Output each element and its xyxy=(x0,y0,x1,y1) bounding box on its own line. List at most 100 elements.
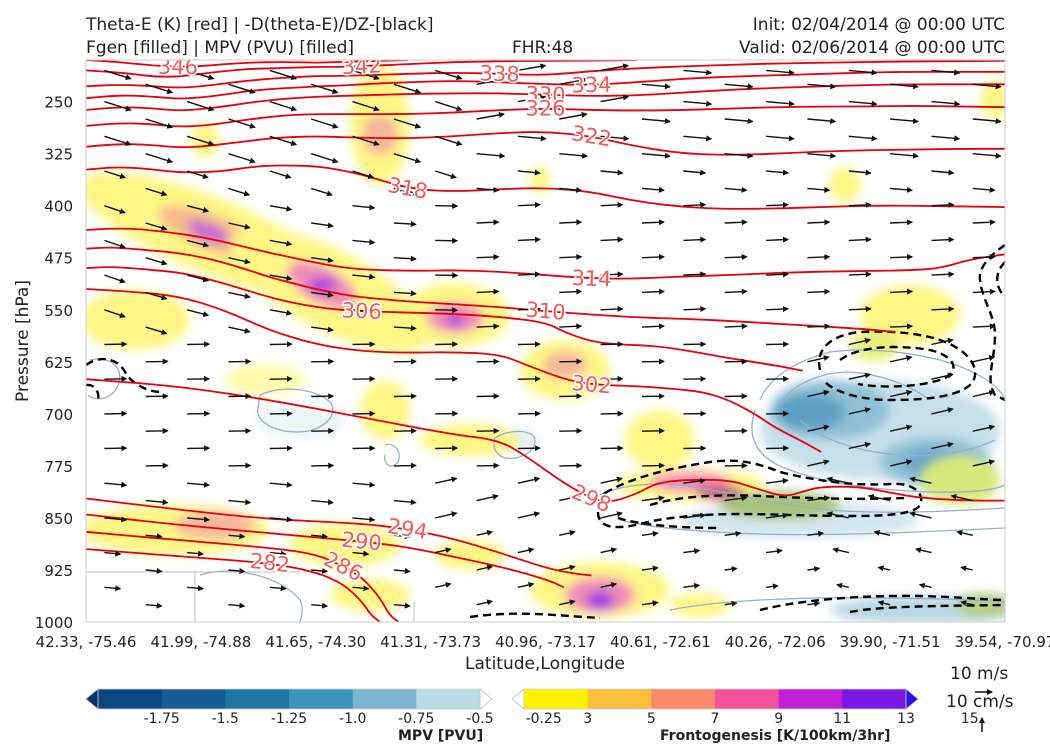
theta-e-line-330 xyxy=(86,83,1005,112)
colorbar-tick-label: -1.5 xyxy=(212,711,239,727)
wind-arrow xyxy=(476,152,506,159)
wind-arrow xyxy=(807,152,837,159)
wind-arrow xyxy=(848,407,872,415)
wind-arrow xyxy=(972,219,996,226)
wind-arrow xyxy=(517,236,541,243)
wind-arrow xyxy=(145,187,168,197)
wind-arrow xyxy=(600,63,630,72)
wind-arrow xyxy=(352,273,376,280)
theta-e-line-310 xyxy=(86,246,895,333)
wind-arrow xyxy=(600,511,623,519)
wind-arrow xyxy=(931,100,961,107)
wind-arrow xyxy=(559,288,583,295)
wind-arrow xyxy=(476,219,500,226)
wind-arrow xyxy=(145,83,174,94)
colorbar-tick-label: -1.25 xyxy=(271,711,307,727)
y-tick-label: 925 xyxy=(44,562,73,580)
theta-e-line-298 xyxy=(86,378,1005,503)
colorbar-tick-label: 9 xyxy=(774,711,783,727)
y-tick-label: 700 xyxy=(44,406,73,424)
wind-arrow xyxy=(683,477,707,484)
wind-arrow xyxy=(641,495,665,502)
wind-arrow xyxy=(187,481,210,488)
x-tick-label: 40.26, -72.06 xyxy=(725,633,826,651)
wind-arrow xyxy=(228,257,251,265)
wind-arrow xyxy=(909,511,932,519)
wind-arrow xyxy=(393,118,422,129)
theta-e-label-310: 310 xyxy=(525,298,567,325)
wind-arrow xyxy=(269,100,298,112)
wind-arrow xyxy=(848,337,872,346)
x-tick-label: 39.90, -71.51 xyxy=(840,633,941,651)
y-tick-label: 850 xyxy=(44,510,73,528)
x-axis-label: Latitude,Longitude xyxy=(465,654,625,674)
wind-arrow xyxy=(877,565,891,572)
theta-e-line-306 xyxy=(86,266,803,372)
colorbar-segment xyxy=(587,689,652,709)
wind-arrow xyxy=(848,100,878,107)
wind-arrow xyxy=(724,152,754,159)
wind-arrow xyxy=(434,100,463,112)
wind-arrow xyxy=(187,585,204,592)
vector-key-vertical-label: 10 cm/s xyxy=(946,692,1014,712)
theta-e-label-342: 342 xyxy=(341,53,382,79)
wind-arrow xyxy=(600,94,630,103)
forecast-hour: FHR:48 xyxy=(512,38,574,58)
wind-arrow xyxy=(228,567,246,574)
wind-arrow xyxy=(393,153,422,164)
wind-arrow xyxy=(476,111,505,120)
wind-arrow xyxy=(972,288,996,295)
theta-e-label-338: 338 xyxy=(479,61,520,86)
wind-arrow xyxy=(104,239,126,249)
wind-arrow xyxy=(435,476,458,484)
fgen-colorbar: 3 5 7 9 11 13 15 xyxy=(511,688,979,727)
x-tick-label: 40.96, -73.17 xyxy=(495,633,596,651)
y-axis: 250 325 400 475 550 625 700 775 850 925 1000 xyxy=(35,94,73,632)
wind-arrow xyxy=(559,529,576,536)
x-tick-label: 42.33, -75.46 xyxy=(36,633,137,651)
wind-arrow xyxy=(559,152,589,159)
wind-arrow xyxy=(393,290,417,297)
wind-arrow xyxy=(890,219,914,226)
colorbar-extend-high xyxy=(479,688,493,710)
wind-arrow xyxy=(766,306,789,313)
wind-arrow xyxy=(683,135,713,142)
wind-arrow xyxy=(641,186,665,193)
wind-arrow xyxy=(352,481,376,488)
wind-arrow xyxy=(476,493,499,502)
wind-arrow xyxy=(228,499,252,506)
wind-arrow xyxy=(311,257,334,264)
theta-e-contours xyxy=(86,60,1005,622)
wind-arrow xyxy=(517,476,541,484)
wind-arrow xyxy=(435,581,452,588)
wind-arrow xyxy=(517,581,535,588)
wind-arrow xyxy=(641,530,659,537)
wind-arrow xyxy=(269,69,298,81)
wind-arrow xyxy=(435,547,452,554)
wind-arrow xyxy=(228,533,246,540)
wind-arrow xyxy=(228,291,251,299)
terrain-outline xyxy=(86,571,415,622)
wind-arrow xyxy=(145,153,174,164)
wind-arrow xyxy=(950,493,973,502)
wind-arrow xyxy=(807,118,837,125)
wind-arrow xyxy=(186,135,215,146)
colorbar-segment xyxy=(98,689,163,709)
wind-arrow xyxy=(641,152,671,159)
wind-arrow xyxy=(104,274,126,284)
wind-arrow xyxy=(683,100,713,107)
theta-e-label-330: 330 xyxy=(525,82,566,107)
wind-arrow xyxy=(186,239,210,248)
wind-arrow xyxy=(352,100,380,112)
wind-arrow xyxy=(890,152,919,159)
colorbar-tick-label: 11 xyxy=(833,711,851,727)
wind-arrow xyxy=(228,602,246,609)
wind-arrow xyxy=(766,169,789,176)
wind-arrow xyxy=(145,118,174,129)
wind-arrow xyxy=(311,499,334,506)
wind-arrow xyxy=(766,548,783,555)
wind-arrow xyxy=(269,550,287,557)
wind-arrow xyxy=(641,219,665,226)
theta-e-label-282: 282 xyxy=(249,549,292,577)
wind-arrow xyxy=(641,323,665,330)
